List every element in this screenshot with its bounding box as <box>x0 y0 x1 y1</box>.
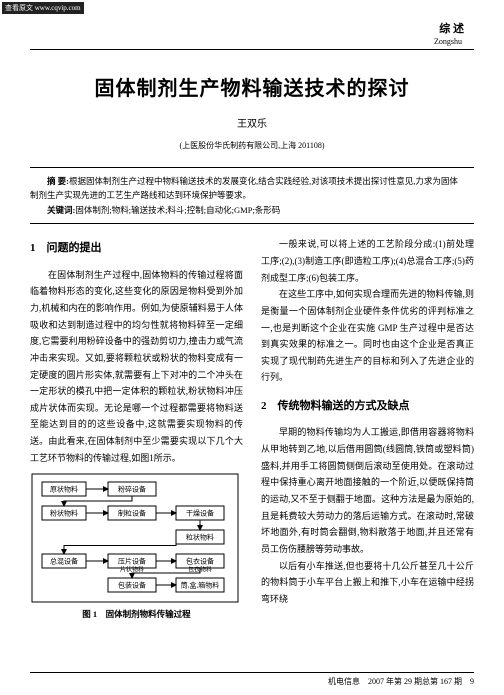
affiliation: (上医股份华氏制药有限公司,上海 201108) <box>30 140 474 151</box>
keywords-text: 固体制剂;物料;输送技术;料斗;控制;自动化;GMP;条形码 <box>75 205 280 215</box>
section-1-para: 在固体制剂生产过程中,固体物料的传输过程将面临着物料形态的变化,这些变化的原因是… <box>30 267 243 467</box>
abstract-label: 摘 要: <box>47 176 69 186</box>
svg-text:筒,盒,箱物料: 筒,盒,箱物料 <box>181 581 220 590</box>
abstract-text-1: 根据固体制剂生产过程中物料输送技术的发展变化,结合实践经验,对该项技术提出探讨性… <box>69 176 458 186</box>
right-para-3b: 筒)盛料,并用手工将圆筒侧倒后滚动至使用处。在滚动过程中保持重心离开地面接触的一… <box>261 444 474 554</box>
figure-1: 原状物料 粉碎设备粉状物料 制粒设备 干燥设备粒状物料总混设备 压片设备 包衣设备包装设备… <box>30 472 243 623</box>
svg-text:干燥设备: 干燥设备 <box>186 509 214 518</box>
svg-text:粒状物料: 粒状物料 <box>186 533 214 542</box>
svg-text:粉碎设备: 粉碎设备 <box>118 485 146 494</box>
figure-1-caption: 图 1 固体制剂物料传输过程 <box>30 607 243 623</box>
keywords-line: 关键词:固体制剂;物料;输送技术;料斗;控制;自动化;GMP;条形码 <box>30 203 474 217</box>
footer-text: 机电信息 2007 年第 29 期总第 167 期 9 <box>328 676 474 687</box>
right-para-4: 以后有小车推送,但也要将十几公斤甚至几十公斤的物料筒于小车平台上搬上和推下,小车… <box>261 558 474 608</box>
svg-text:包装设备: 包装设备 <box>118 581 146 590</box>
watermark: 查看原文 www.cqvip.com <box>2 2 84 14</box>
left-column: 1 问题的提出 在固体制剂生产过程中,固体物料的传输过程将面临着物料形态的变化,… <box>30 236 243 623</box>
article-title: 固体制剂生产物料输送技术的探讨 <box>30 72 474 101</box>
abstract-block: 摘 要:根据固体制剂生产过程中物料输送技术的发展变化,结合实践经验,对该项技术提… <box>30 167 474 224</box>
section-1-heading: 1 问题的提出 <box>30 238 243 258</box>
footer-rule <box>30 672 474 673</box>
figure-1-svg: 原状物料 粉碎设备粉状物料 制粒设备 干燥设备粒状物料总混设备 压片设备 包衣设备包装设备… <box>30 472 240 604</box>
svg-text:压片设备: 压片设备 <box>118 557 146 566</box>
abstract-line-1: 摘 要:根据固体制剂生产过程中物料输送技术的发展变化,结合实践经验,对该项技术提… <box>30 174 474 188</box>
svg-text:制粒设备: 制粒设备 <box>118 509 146 518</box>
right-para-2: 在这些工序中,如何实现合理而先进的物料传输,则是衡量一个固体制剂企业硬件条件优劣… <box>261 286 474 386</box>
category-pinyin: Zongshu <box>30 37 462 46</box>
svg-text:原状物料: 原状物料 <box>50 485 78 494</box>
right-para-3a: 早期的物料传输均为人工搬运,即借用容器将物料从甲地转到乙地,以后借用圆筒(线圆筒… <box>261 427 474 454</box>
keywords-label: 关键词: <box>47 205 75 215</box>
svg-text:片状物料: 片状物料 <box>120 566 144 574</box>
body-columns: 1 问题的提出 在固体制剂生产过程中,固体物料的传输过程将面临着物料形态的变化,… <box>30 236 474 623</box>
svg-text:包衣设备: 包衣设备 <box>186 557 214 566</box>
right-para-3: 早期的物料传输均为人工搬运,即借用容器将物料从甲地转到乙地,以后借用圆筒(线圆筒… <box>261 424 474 557</box>
rule-top <box>30 49 474 50</box>
abstract-text-2: 制剂生产实现先进的工艺生产路线和达到环境保护等要求。 <box>30 188 474 202</box>
svg-text:粉状物料: 粉状物料 <box>50 509 78 518</box>
svg-text:总混设备: 总混设备 <box>50 557 78 566</box>
category-label: 综 述 <box>30 20 464 36</box>
author: 王双乐 <box>30 115 474 130</box>
right-para-1: 一般来说,可以将上述的工艺阶段分成:(1)前处理工序;(2),(3)制造工序(即… <box>261 236 474 286</box>
right-column: 一般来说,可以将上述的工艺阶段分成:(1)前处理工序;(2),(3)制造工序(即… <box>261 236 474 623</box>
section-2-heading: 2 传统物料输送的方式及缺点 <box>261 396 474 416</box>
